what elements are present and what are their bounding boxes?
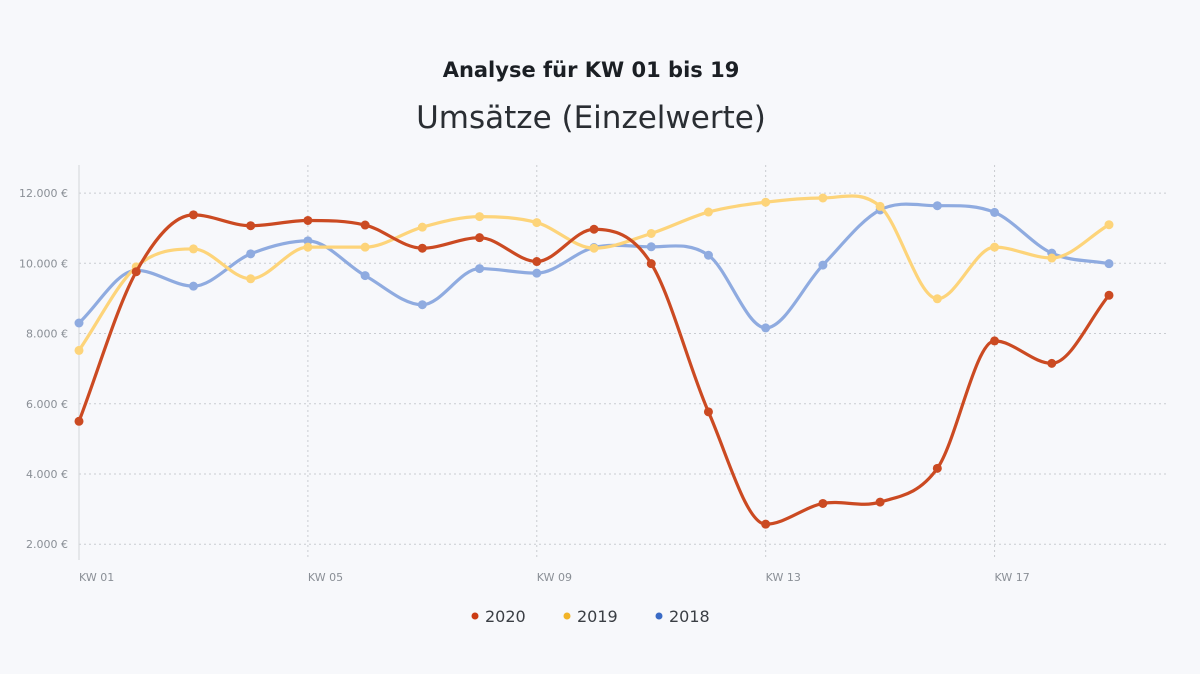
legend-label: 2019 (577, 607, 618, 626)
data-point-2019-kw12[interactable] (703, 207, 713, 217)
x-tick-label: KW 17 (995, 571, 1030, 584)
series-line-2020 (77, 213, 1111, 526)
data-point-2020-kw18[interactable] (1047, 358, 1057, 368)
data-point-2019-kw5[interactable] (303, 242, 313, 252)
data-point-2019-kw4[interactable] (246, 274, 256, 284)
data-point-2019-kw13[interactable] (761, 197, 771, 207)
legend-marker-icon (471, 612, 479, 620)
axes: 2.000 € 4.000 € 6.000 € 8.000 € 10.000 € 12.0… (19, 165, 1030, 584)
y-tick-label: 10.000 € (19, 257, 68, 270)
data-point-2020-kw19[interactable] (1104, 290, 1114, 300)
x-tick-label: KW 13 (766, 571, 801, 584)
data-point-2020-kw4[interactable] (246, 221, 256, 231)
data-point-2018-kw12[interactable] (703, 250, 713, 260)
data-point-2018-kw14[interactable] (818, 260, 828, 270)
data-point-2018-kw7[interactable] (417, 300, 427, 310)
data-point-2020-kw10[interactable] (589, 224, 599, 234)
data-point-2018-kw17[interactable] (990, 207, 1000, 217)
data-point-2018-kw3[interactable] (188, 281, 198, 291)
y-tick-label: 6.000 € (26, 398, 68, 411)
legend-marker-icon (563, 612, 571, 620)
data-point-2018-kw4[interactable] (246, 249, 256, 259)
y-tick-label: 4.000 € (26, 468, 68, 481)
data-point-2018-kw13[interactable] (761, 323, 771, 333)
legend-label: 2020 (485, 607, 526, 626)
series-line-2019 (77, 194, 1111, 352)
data-point-2018-kw19[interactable] (1104, 259, 1114, 269)
data-point-2020-kw2[interactable] (131, 267, 141, 277)
data-point-2019-kw7[interactable] (417, 222, 427, 232)
data-point-2019-kw18[interactable] (1047, 253, 1057, 263)
data-point-2019-kw19[interactable] (1104, 220, 1114, 230)
data-point-2020-kw1[interactable] (74, 416, 84, 426)
data-point-2020-kw6[interactable] (360, 220, 370, 230)
data-point-2020-kw3[interactable] (188, 210, 198, 220)
data-point-2020-kw9[interactable] (532, 257, 542, 267)
data-point-2019-kw16[interactable] (932, 294, 942, 304)
data-point-2020-kw14[interactable] (818, 498, 828, 508)
data-point-2020-kw8[interactable] (475, 233, 485, 243)
data-point-2020-kw13[interactable] (761, 519, 771, 529)
chart-title: Analyse für KW 01 bis 19 (443, 58, 740, 82)
data-point-2019-kw15[interactable] (875, 201, 885, 211)
y-tick-label: 12.000 € (19, 187, 68, 200)
data-point-2019-kw10[interactable] (589, 243, 599, 253)
data-point-2018-kw1[interactable] (74, 318, 84, 328)
x-tick-label: KW 01 (79, 571, 114, 584)
data-point-2019-kw17[interactable] (990, 242, 1000, 252)
data-point-2018-kw6[interactable] (360, 271, 370, 281)
data-point-2019-kw8[interactable] (475, 212, 485, 222)
data-point-2019-kw3[interactable] (188, 244, 198, 254)
data-point-2020-kw7[interactable] (417, 243, 427, 253)
data-point-2019-kw14[interactable] (818, 193, 828, 203)
legend-item-2020[interactable]: 2020 (471, 607, 526, 626)
x-tick-label: KW 05 (308, 571, 343, 584)
data-point-2018-kw16[interactable] (932, 201, 942, 211)
data-point-2019-kw1[interactable] (74, 345, 84, 355)
data-point-2019-kw11[interactable] (646, 228, 656, 238)
data-point-2020-kw12[interactable] (703, 407, 713, 417)
data-point-2020-kw5[interactable] (303, 215, 313, 225)
y-tick-label: 8.000 € (26, 328, 68, 341)
legend[interactable]: 2020 2019 2018 (471, 607, 710, 626)
data-point-2019-kw9[interactable] (532, 218, 542, 228)
series-2020 (74, 210, 1114, 529)
y-tick-label: 2.000 € (26, 538, 68, 551)
data-point-2020-kw16[interactable] (932, 463, 942, 473)
data-point-2020-kw17[interactable] (990, 336, 1000, 346)
legend-item-2018[interactable]: 2018 (655, 607, 710, 626)
legend-marker-icon (655, 612, 663, 620)
data-point-2018-kw11[interactable] (646, 242, 656, 252)
x-tick-label: KW 09 (537, 571, 572, 584)
chart-subtitle: Umsätze (Einzelwerte) (416, 100, 766, 136)
legend-label: 2018 (669, 607, 710, 626)
data-point-2018-kw5[interactable] (303, 236, 313, 246)
series-2019 (74, 193, 1114, 355)
data-point-2018-kw8[interactable] (475, 264, 485, 274)
data-point-2019-kw6[interactable] (360, 242, 370, 252)
data-point-2020-kw15[interactable] (875, 497, 885, 507)
data-point-2020-kw11[interactable] (646, 259, 656, 269)
data-point-2018-kw9[interactable] (532, 268, 542, 278)
legend-item-2019[interactable]: 2019 (563, 607, 618, 626)
series-group (74, 193, 1114, 529)
